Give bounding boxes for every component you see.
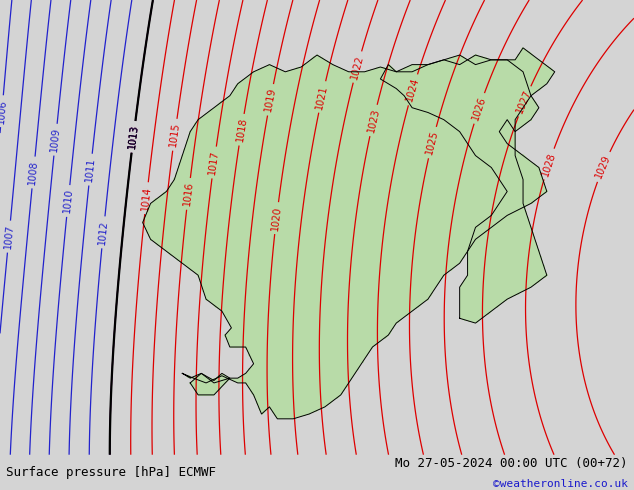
- Text: 1022: 1022: [349, 54, 365, 80]
- Text: 1017: 1017: [207, 149, 221, 175]
- Text: Surface pressure [hPa] ECMWF: Surface pressure [hPa] ECMWF: [6, 466, 216, 479]
- Text: 1024: 1024: [404, 76, 421, 103]
- Text: 1025: 1025: [424, 129, 440, 156]
- Text: 1023: 1023: [366, 107, 381, 134]
- Text: ©weatheronline.co.uk: ©weatheronline.co.uk: [493, 479, 628, 489]
- Text: 1012: 1012: [97, 220, 110, 245]
- Text: 1013: 1013: [127, 124, 140, 149]
- Text: 1026: 1026: [470, 95, 488, 122]
- Text: 1016: 1016: [182, 181, 195, 207]
- Text: 1015: 1015: [168, 122, 181, 147]
- Text: 1008: 1008: [27, 160, 40, 185]
- Text: 1011: 1011: [84, 157, 97, 182]
- Text: 1029: 1029: [594, 153, 612, 180]
- Text: 1028: 1028: [540, 150, 557, 177]
- Text: 1013: 1013: [127, 124, 140, 149]
- Text: 1010: 1010: [62, 188, 74, 214]
- Text: 1019: 1019: [263, 87, 278, 113]
- Text: 1007: 1007: [3, 224, 15, 249]
- Text: Mo 27-05-2024 00:00 UTC (00+72): Mo 27-05-2024 00:00 UTC (00+72): [395, 457, 628, 469]
- Text: 1021: 1021: [314, 84, 330, 110]
- Text: 1020: 1020: [270, 205, 283, 231]
- Text: 1013: 1013: [127, 124, 140, 149]
- Text: 1009: 1009: [49, 127, 61, 152]
- Text: 1027: 1027: [515, 88, 534, 115]
- Text: 1014: 1014: [140, 185, 153, 211]
- Text: 1018: 1018: [235, 117, 249, 143]
- Text: 1006: 1006: [0, 98, 8, 124]
